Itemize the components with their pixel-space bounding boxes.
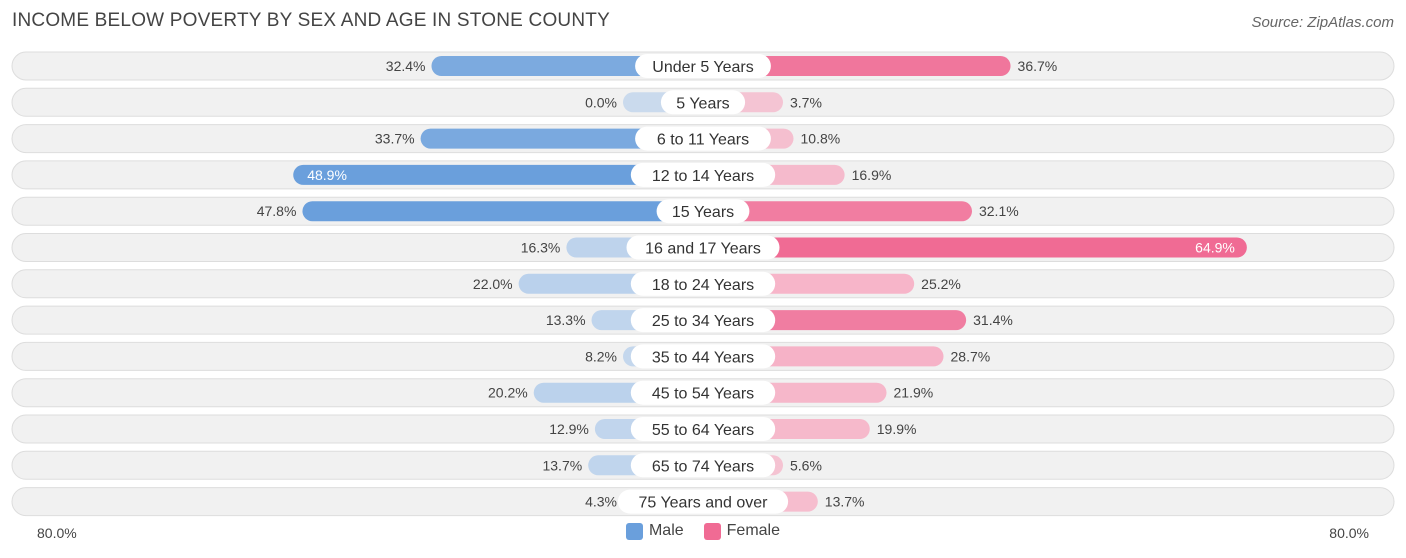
male-value-label: 48.9% <box>307 167 347 183</box>
category-label: 15 Years <box>672 204 734 221</box>
male-value-label: 8.2% <box>585 348 617 364</box>
female-value-label: 36.7% <box>1018 58 1058 74</box>
female-value-label: 31.4% <box>973 312 1013 328</box>
male-bar <box>302 201 703 222</box>
male-value-label: 13.3% <box>546 312 586 328</box>
female-bar <box>703 56 1011 76</box>
category-pill <box>630 417 776 441</box>
category-label: 6 to 11 Years <box>657 132 749 149</box>
axis-right-label: 80.0% <box>1329 525 1369 541</box>
male-bar <box>420 128 703 149</box>
legend-label-male: Male <box>648 522 684 539</box>
female-value-label: 13.7% <box>825 494 865 510</box>
female-value-label: 5.6% <box>790 457 822 473</box>
category-pill <box>626 235 780 260</box>
male-value-label: 4.3% <box>585 494 617 510</box>
legend-swatch-female <box>703 522 721 540</box>
legend-item-male: Male <box>625 522 684 540</box>
category-label: 5 Years <box>676 95 729 112</box>
female-value-label: 25.2% <box>921 276 961 292</box>
female-value-label: 64.9% <box>1195 240 1235 256</box>
category-pill <box>635 126 771 151</box>
category-label: 25 to 34 Years <box>652 313 754 330</box>
category-pill <box>660 90 746 115</box>
male-value-label: 13.7% <box>542 457 582 473</box>
category-label: 35 to 44 Years <box>652 349 754 366</box>
source-label: Source: ZipAtlas.com <box>1251 14 1394 31</box>
male-bar <box>293 164 703 185</box>
category-pill <box>630 271 776 296</box>
category-label: 12 to 14 Years <box>652 168 754 185</box>
male-value-label: 20.2% <box>488 385 528 401</box>
chart-svg: 32.4% 36.7% Under 5 Years 0.0% 3.7% 5 Years 33… <box>11 51 1395 517</box>
male-value-label: 22.0% <box>473 276 513 292</box>
female-value-label: 21.9% <box>894 385 934 401</box>
category-pill <box>630 162 776 187</box>
female-value-label: 32.1% <box>979 203 1019 219</box>
category-label: 75 Years and over <box>639 495 769 512</box>
legend-label-female: Female <box>726 522 781 539</box>
chart-title: INCOME BELOW POVERTY BY SEX AND AGE IN S… <box>12 10 610 31</box>
male-value-label: 33.7% <box>375 131 415 147</box>
female-bar <box>703 201 972 222</box>
category-label: Under 5 Years <box>652 59 753 76</box>
category-pill <box>630 453 776 478</box>
category-label: 65 to 74 Years <box>652 458 754 475</box>
male-value-label: 0.0% <box>585 94 617 110</box>
category-label: 55 to 64 Years <box>652 422 754 439</box>
male-value-label: 47.8% <box>257 203 297 219</box>
category-pill <box>630 380 776 405</box>
female-value-label: 10.8% <box>801 131 841 147</box>
male-value-label: 32.4% <box>386 58 426 74</box>
category-pill <box>630 344 776 369</box>
female-value-label: 3.7% <box>790 94 822 110</box>
female-value-label: 28.7% <box>951 348 991 364</box>
female-value-label: 19.9% <box>877 421 917 437</box>
male-value-label: 12.9% <box>549 421 589 437</box>
category-pill <box>656 199 750 224</box>
legend-item-female: Female <box>703 522 781 540</box>
axis-left-label: 80.0% <box>37 525 77 541</box>
male-bar <box>431 56 703 76</box>
female-bar <box>703 237 1247 258</box>
category-pill <box>630 308 776 333</box>
category-label: 16 and 17 Years <box>645 241 761 258</box>
category-pill <box>635 54 771 78</box>
legend-swatch-male <box>625 522 643 540</box>
category-pill <box>617 489 789 514</box>
female-value-label: 16.9% <box>852 167 892 183</box>
category-label: 45 to 54 Years <box>652 386 754 403</box>
category-label: 18 to 24 Years <box>652 277 754 294</box>
legend: Male Female <box>0 522 1406 540</box>
male-value-label: 16.3% <box>521 240 561 256</box>
